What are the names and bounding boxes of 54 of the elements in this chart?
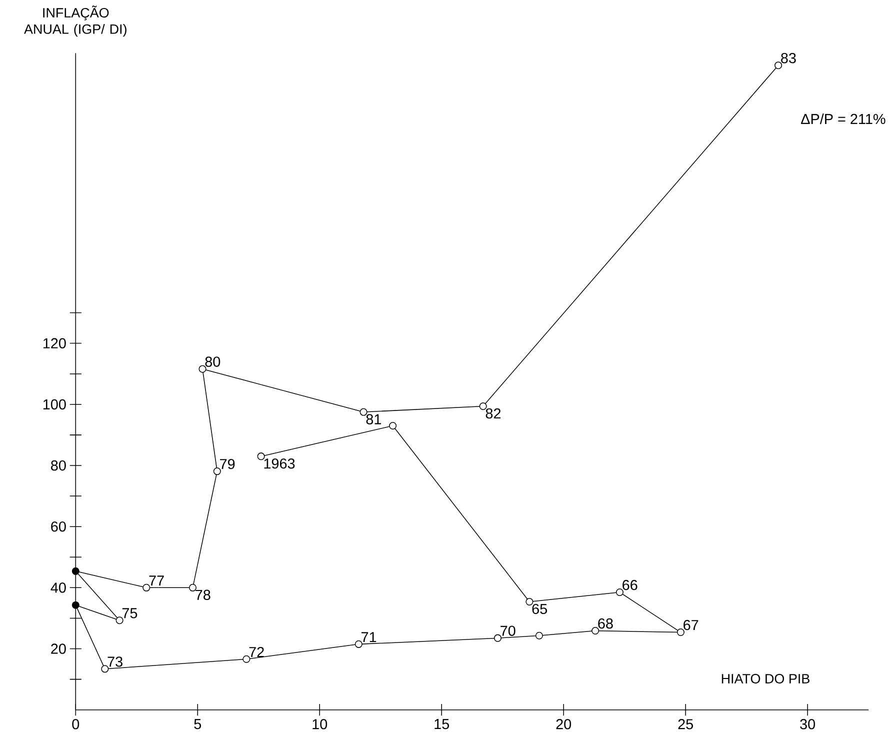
point bbox=[389, 422, 397, 430]
point bbox=[116, 616, 124, 624]
annotation: 71 bbox=[362, 632, 376, 642]
point bbox=[242, 656, 250, 664]
point bbox=[526, 598, 534, 606]
point bbox=[72, 601, 80, 610]
y-axis-title: INFLAÇÃO ANUAL (IGP/ DI) bbox=[24, 6, 126, 37]
annotation: ΔP/P = 211% bbox=[801, 114, 886, 124]
annotation: 79 bbox=[220, 459, 235, 470]
x-tick-label: 25 bbox=[678, 719, 694, 730]
point bbox=[774, 62, 782, 70]
annotation: 81 bbox=[366, 414, 381, 425]
point bbox=[198, 365, 206, 373]
y-tick-label: 80 bbox=[51, 460, 66, 471]
point bbox=[535, 632, 543, 640]
annotation: 75 bbox=[122, 608, 138, 618]
x-tick-label: 5 bbox=[194, 719, 202, 730]
annotation: 78 bbox=[196, 590, 210, 600]
point bbox=[354, 640, 362, 648]
point bbox=[101, 665, 109, 673]
annotation: 80 bbox=[205, 356, 220, 367]
annotation: 83 bbox=[781, 53, 796, 64]
annotation: 65 bbox=[532, 604, 548, 614]
point bbox=[494, 634, 502, 642]
annotation: 82 bbox=[486, 408, 501, 419]
annotation: 66 bbox=[622, 580, 638, 590]
point bbox=[479, 402, 487, 410]
point bbox=[616, 588, 624, 596]
point bbox=[213, 468, 221, 476]
point bbox=[72, 568, 80, 576]
y-tick-label: 20 bbox=[51, 644, 66, 654]
x-tick-label: 10 bbox=[312, 719, 328, 730]
annotation: 72 bbox=[249, 647, 264, 658]
x-tick-label: 0 bbox=[72, 719, 80, 730]
point bbox=[257, 452, 265, 460]
y-tick-label: 60 bbox=[51, 522, 66, 532]
point bbox=[592, 627, 600, 635]
x-tick-label: 15 bbox=[434, 719, 450, 730]
annotation: 70 bbox=[500, 626, 516, 636]
x-axis-title: HIATO DO PIB bbox=[722, 674, 810, 684]
x-tick-label: 20 bbox=[556, 719, 572, 730]
y-tick-label: 40 bbox=[50, 582, 66, 593]
point bbox=[676, 628, 684, 636]
annotation: 77 bbox=[149, 576, 164, 586]
annotation: 73 bbox=[108, 656, 122, 667]
annotation: 67 bbox=[684, 620, 698, 630]
point bbox=[142, 584, 150, 592]
y-tick-label: 100 bbox=[43, 399, 66, 410]
point bbox=[360, 408, 368, 416]
point bbox=[188, 584, 197, 592]
y-tick-label: 120 bbox=[43, 338, 66, 349]
x-tick-label: 30 bbox=[800, 719, 816, 730]
annotation: 1963 bbox=[264, 458, 295, 469]
annotation: 68 bbox=[598, 618, 613, 629]
